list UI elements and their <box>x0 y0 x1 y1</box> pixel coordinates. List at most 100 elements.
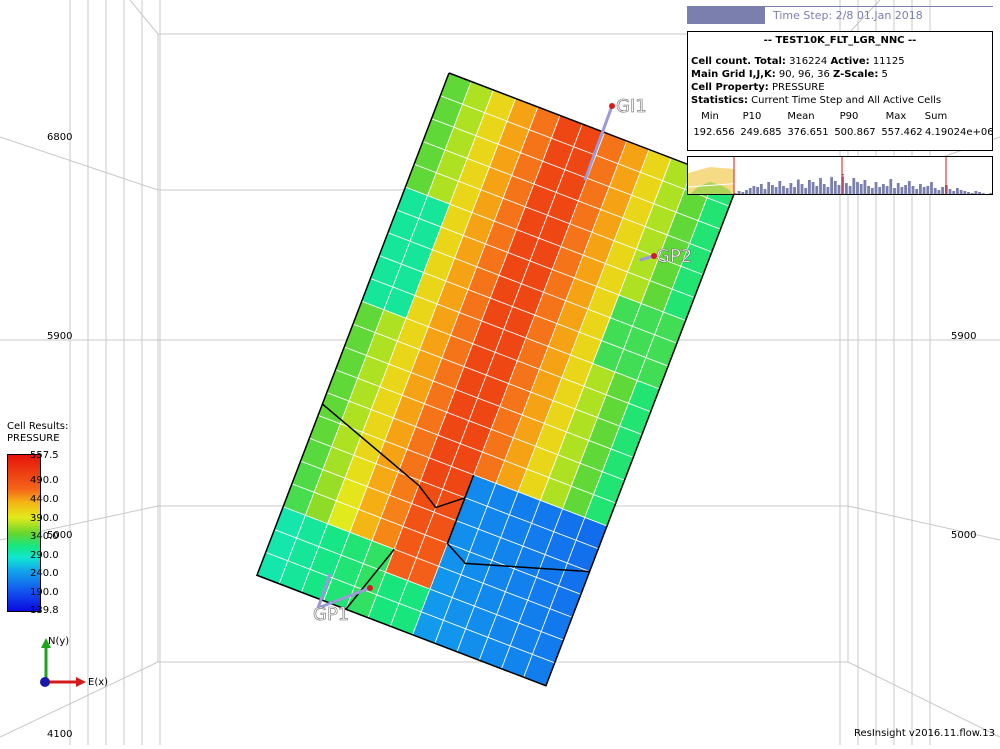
histogram-bar <box>848 186 852 194</box>
histogram-chart <box>688 157 992 194</box>
fault-line-main <box>321 403 466 509</box>
histogram-bar <box>978 192 981 194</box>
histogram-bar <box>919 184 922 194</box>
histogram-bar <box>822 184 826 194</box>
histogram-bar <box>841 174 845 194</box>
grid-perspective-line <box>847 505 1000 541</box>
histogram-bar <box>856 182 859 194</box>
legend-title: Cell Results: PRESSURE <box>7 421 68 445</box>
legend-tick: 490.0 <box>30 475 59 486</box>
histogram-bar <box>767 182 771 194</box>
legend-tick: 290.0 <box>30 550 59 561</box>
histogram-bar <box>837 185 841 194</box>
histogram-bar <box>867 186 870 194</box>
histogram-bar <box>833 181 837 194</box>
cell-property-value: PRESSURE <box>771 82 825 93</box>
time-step-progress-bar <box>687 6 765 24</box>
histogram-bar <box>874 182 878 194</box>
legend-tick: 139.8 <box>30 605 59 616</box>
grid-perspective-line <box>847 661 1000 738</box>
histogram-bar <box>815 186 819 194</box>
histogram-bar <box>981 193 985 194</box>
well-paths[interactable]: GI1 GP2 GP1 <box>313 96 693 626</box>
grid-perspective-line <box>129 0 159 35</box>
reservoir-grid-cells[interactable] <box>256 72 739 687</box>
histogram-cumulative-fill-low <box>690 182 733 194</box>
histogram-bar <box>930 182 933 194</box>
histogram-bar <box>863 180 867 194</box>
stat-value-mean: 376.651 <box>787 127 829 138</box>
reservoir-outline <box>255 72 739 687</box>
well-gp1-branch <box>316 573 332 609</box>
axis-triad <box>40 638 86 687</box>
histogram-bar <box>826 187 830 194</box>
stat-header: Sum <box>924 111 948 122</box>
histogram-bar <box>922 187 926 194</box>
histogram-bar <box>745 190 748 194</box>
grid-perspective-line <box>847 0 881 35</box>
time-step-indicator[interactable]: Time Step: 2/8 01.Jan 2018 <box>687 6 993 24</box>
north-arrow-icon <box>41 638 51 648</box>
histogram-bar <box>900 187 904 194</box>
histogram-bar <box>771 185 774 194</box>
legend-tick: 190.0 <box>30 587 59 598</box>
histogram-bar <box>796 179 800 194</box>
histogram-bar <box>915 189 919 194</box>
axis-label-5000-left: 5000 <box>47 530 73 541</box>
active-count: 11125 <box>872 56 905 67</box>
histogram-bar <box>896 183 900 194</box>
histogram-bar <box>774 187 778 194</box>
cell-count-label: Cell count. Total: <box>691 56 786 67</box>
well-gi1-path <box>583 105 614 181</box>
legend-tick: 440.0 <box>30 494 59 505</box>
up-axis-dot <box>40 677 50 687</box>
histogram-bar <box>804 188 808 194</box>
stat-header: Max <box>885 111 907 122</box>
histogram-panel <box>687 156 993 195</box>
histogram-bar <box>759 184 763 194</box>
legend-title-line1: Cell Results: <box>7 421 69 432</box>
stats-value-row: 192.656 249.685 376.651 500.867 557.462 … <box>691 126 994 139</box>
east-axis-label: E(x) <box>88 677 109 688</box>
stat-header: Mean <box>787 111 815 122</box>
legend-tick: 340.0 <box>30 531 59 542</box>
stat-header: Min <box>701 111 719 122</box>
cell-count-total: 316224 <box>789 56 828 67</box>
well-gp1-path <box>317 586 371 610</box>
legend-tick: 557.5 <box>30 450 59 461</box>
zscale-label: Z-Scale: <box>833 69 879 80</box>
legend-title-line2: PRESSURE <box>7 433 60 444</box>
north-axis-label: N(y) <box>48 636 70 647</box>
stat-header: P90 <box>839 111 859 122</box>
histogram-bar <box>904 185 907 194</box>
histogram-bar <box>974 191 978 194</box>
cell-property-line: Cell Property: PRESSURE <box>691 81 989 94</box>
histogram-bar <box>763 189 767 194</box>
well-gp1-label: GP1 <box>313 604 349 625</box>
well-gp2-label: GP2 <box>656 246 692 267</box>
main-grid-value: 90, 96, 36 <box>778 69 830 80</box>
time-step-label: Time Step: 2/8 01.Jan 2018 <box>773 9 923 22</box>
histogram-bar <box>956 188 959 194</box>
legend-tick: 390.0 <box>30 513 59 524</box>
histogram-bar <box>800 184 804 194</box>
legend-tick: 240.0 <box>30 568 59 579</box>
histogram-bar <box>948 189 952 194</box>
axis-label-6800: 6800 <box>47 132 73 143</box>
fault-lines <box>255 72 739 687</box>
grid-perspective-line <box>0 136 159 191</box>
axis-label-4100: 4100 <box>47 729 73 740</box>
histogram-bar <box>845 183 848 194</box>
histogram-bar <box>830 176 833 194</box>
histogram-bar <box>907 181 911 194</box>
color-legend-bar <box>7 454 41 612</box>
stat-header: P10 <box>742 111 762 122</box>
histogram-bar <box>870 188 874 194</box>
info-box: -- TEST10K_FLT_LGR_NNC -- Cell count. To… <box>687 31 994 151</box>
histogram-bar <box>893 188 896 194</box>
axis-label-5900-left: 5900 <box>47 331 73 342</box>
stat-value-sum: 4.19024e+06 <box>925 127 994 138</box>
well-gp2-head <box>651 253 657 259</box>
